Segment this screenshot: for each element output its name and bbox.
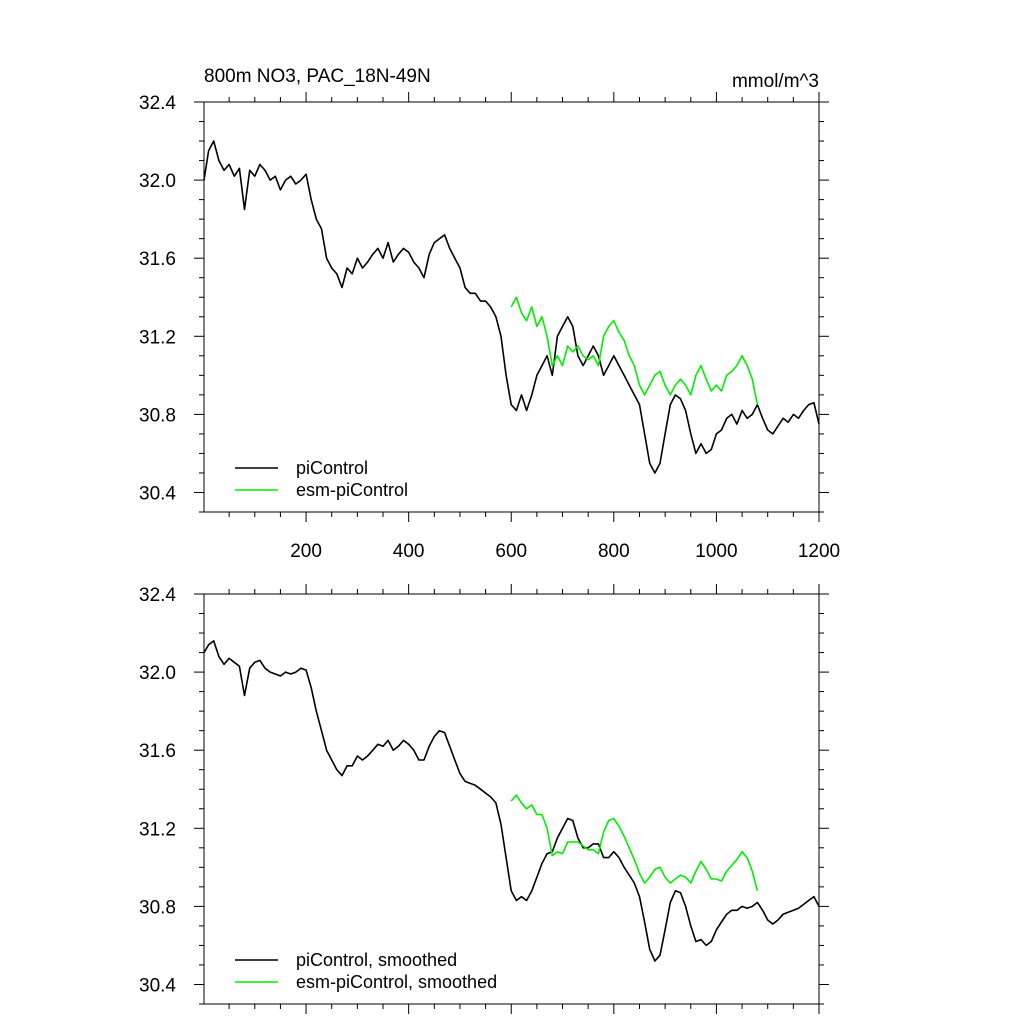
panel-2: 30.4 30.8 31.2 31.6 32.0 32.4 piControl, smoot… xyxy=(139,584,829,1014)
series-line-esm-picontrol xyxy=(510,794,759,892)
y-tick-label: 30.4 xyxy=(139,975,176,996)
y-tick-label: 31.6 xyxy=(139,249,176,270)
x-tick-label: 1000 xyxy=(695,541,737,562)
plot-frame xyxy=(203,593,820,1005)
y-tick-label: 30.8 xyxy=(139,405,176,426)
legend-label: piControl, smoothed xyxy=(296,950,457,970)
legend-label: piControl xyxy=(296,458,368,478)
x-tick-label: 600 xyxy=(495,541,527,562)
x-tick-label: 200 xyxy=(290,541,322,562)
legend-label: esm-piControl xyxy=(296,480,408,500)
y-tick-label: 32.0 xyxy=(139,663,176,684)
y-tick-label: 31.2 xyxy=(139,327,176,348)
y-tick-label: 30.4 xyxy=(139,483,176,504)
series-line-picontrol xyxy=(203,140,820,474)
chart-title: 800m NO3, PAC_18N-49N xyxy=(204,66,431,87)
x-tick-label: 1200 xyxy=(798,541,840,562)
x-tick-label: 800 xyxy=(598,541,630,562)
y-tick-label: 32.4 xyxy=(139,585,176,606)
legend-label: esm-piControl, smoothed xyxy=(296,972,497,992)
series-line-picontrol xyxy=(203,640,820,962)
panel-1: 30.4 30.8 31.2 31.6 32.0 32.4 200 400 600 800 1000… xyxy=(139,66,840,562)
y-tick-label: 31.2 xyxy=(139,819,176,840)
x-tick-label: 400 xyxy=(393,541,425,562)
unit-label: mmol/m^3 xyxy=(732,71,819,92)
y-tick-label: 32.4 xyxy=(139,93,176,114)
y-tick-label: 31.6 xyxy=(139,741,176,762)
y-tick-label: 30.8 xyxy=(139,897,176,918)
y-tick-label: 32.0 xyxy=(139,171,176,192)
series-line-esm-picontrol xyxy=(510,296,759,405)
